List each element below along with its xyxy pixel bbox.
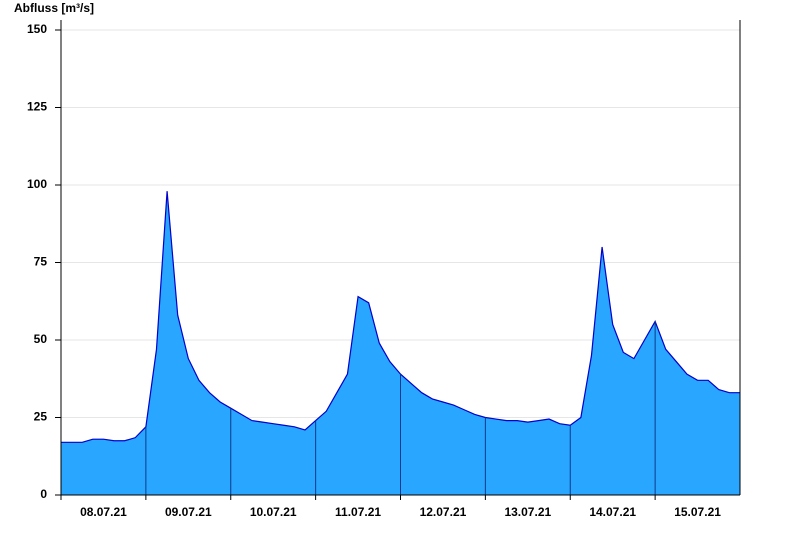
y-tick-label: 0	[40, 487, 47, 501]
x-tick-label: 09.07.21	[165, 505, 212, 519]
x-tick-label: 08.07.21	[80, 505, 127, 519]
x-tick-label: 15.07.21	[674, 505, 721, 519]
x-tick-label: 13.07.21	[504, 505, 551, 519]
x-tick-label: 10.07.21	[250, 505, 297, 519]
y-tick-label: 125	[27, 100, 47, 114]
y-tick-label: 25	[34, 410, 48, 424]
x-tick-label: 14.07.21	[589, 505, 636, 519]
y-tick-label: 50	[34, 332, 48, 346]
y-axis-title: Abfluss [m³/s]	[14, 1, 94, 15]
y-tick-label: 100	[27, 177, 47, 191]
y-tick-label: 150	[27, 22, 47, 36]
x-tick-label: 11.07.21	[335, 505, 381, 519]
x-tick-label: 12.07.21	[420, 505, 467, 519]
y-tick-label: 75	[34, 255, 48, 269]
